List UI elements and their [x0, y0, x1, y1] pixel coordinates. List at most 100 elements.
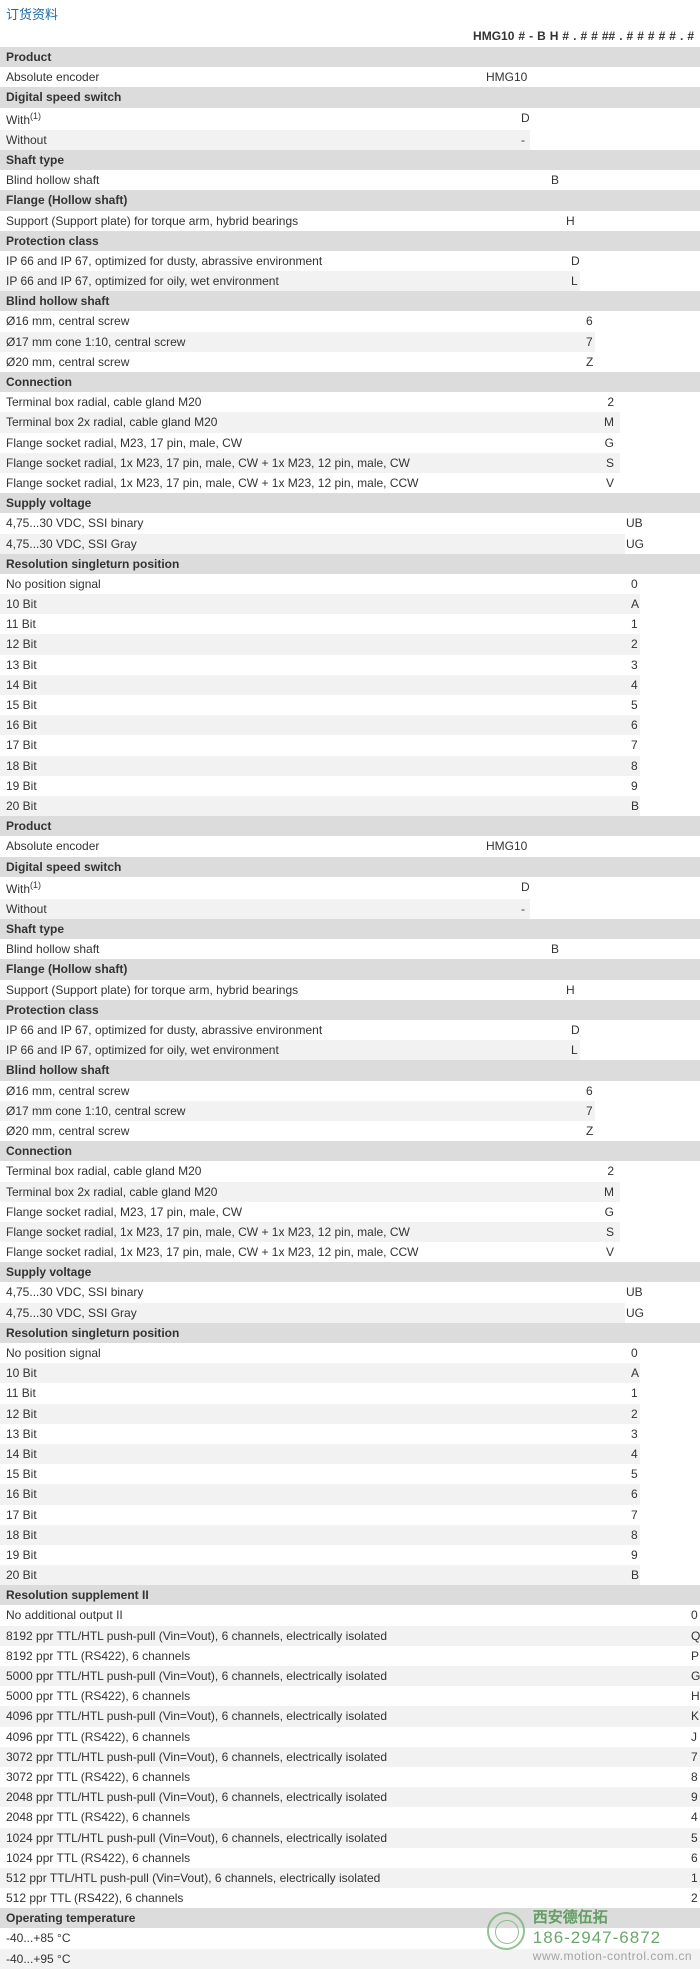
option-row: Support (Support plate) for torque arm, …	[0, 211, 700, 231]
section-header-label: Flange (Hollow shaft)	[0, 959, 700, 979]
section-header: Flange (Hollow shaft)	[0, 959, 700, 979]
filler-cell	[530, 130, 700, 150]
option-label: Absolute encoder	[0, 67, 480, 87]
filler-cell	[565, 211, 700, 231]
option-code: 9	[625, 776, 640, 796]
filler-cell	[580, 271, 700, 291]
filler-cell	[640, 1525, 700, 1545]
code-token: .	[680, 29, 683, 43]
code-token: #	[659, 29, 666, 43]
code-token: #	[687, 29, 694, 43]
option-label: IP 66 and IP 67, optimized for oily, wet…	[0, 271, 565, 291]
filler-cell	[640, 614, 700, 634]
code-token: ##	[602, 29, 615, 43]
section-header-label: Blind hollow shaft	[0, 291, 700, 311]
option-row: 8192 ppr TTL (RS422), 6 channelsP	[0, 1646, 700, 1666]
option-code: Q	[685, 1626, 700, 1646]
option-row: 11 Bit1	[0, 614, 700, 634]
watermark-phone: 186-2947-6872	[533, 1927, 692, 1949]
option-row: 512 ppr TTL/HTL push-pull (Vin=Vout), 6 …	[0, 1868, 700, 1888]
option-code: G	[595, 433, 620, 453]
option-row: Flange socket radial, 1x M23, 17 pin, ma…	[0, 453, 700, 473]
option-row: 12 Bit2	[0, 634, 700, 654]
option-code: D	[565, 1020, 580, 1040]
watermark-company: 西安德伍拓	[533, 1908, 692, 1928]
section-header: Resolution singleturn position	[0, 1323, 700, 1343]
section-header: Resolution singleturn position	[0, 554, 700, 574]
option-row: 5000 ppr TTL/HTL push-pull (Vin=Vout), 6…	[0, 1666, 700, 1686]
option-label: 14 Bit	[0, 1444, 625, 1464]
option-row: No position signal0	[0, 574, 700, 594]
option-label: 16 Bit	[0, 1484, 625, 1504]
section-header-label: Resolution singleturn position	[0, 554, 700, 574]
option-code: 7	[580, 1101, 595, 1121]
option-code: HMG10	[480, 836, 510, 856]
option-code: L	[565, 1040, 580, 1060]
option-label: No additional output II	[0, 1605, 685, 1625]
section-header-label: Connection	[0, 372, 700, 392]
watermark-logo-icon	[487, 1912, 525, 1950]
filler-cell	[620, 433, 700, 453]
option-code: -	[515, 899, 530, 919]
option-label: Terminal box radial, cable gland M20	[0, 392, 595, 412]
option-code: 3	[625, 1424, 640, 1444]
option-label: With(1)	[0, 108, 515, 130]
option-label: 3072 ppr TTL/HTL push-pull (Vin=Vout), 6…	[0, 1747, 685, 1767]
option-code: B	[625, 1565, 640, 1585]
filler-cell	[640, 574, 700, 594]
option-row: Without-	[0, 899, 700, 919]
option-code: 6	[685, 1848, 700, 1868]
option-code: V	[595, 473, 620, 493]
option-label: Ø17 mm cone 1:10, central screw	[0, 1101, 580, 1121]
filler-cell	[595, 311, 700, 331]
filler-cell	[595, 352, 700, 372]
filler-cell	[620, 1161, 700, 1181]
option-label: 11 Bit	[0, 614, 625, 634]
code-token: B	[537, 29, 546, 43]
option-row: 512 ppr TTL (RS422), 6 channels2	[0, 1888, 700, 1908]
option-label: 19 Bit	[0, 776, 625, 796]
option-code: 8	[625, 756, 640, 776]
option-label: 4096 ppr TTL/HTL push-pull (Vin=Vout), 6…	[0, 1706, 685, 1726]
option-row: Ø16 mm, central screw6	[0, 1081, 700, 1101]
section-header-label: Supply voltage	[0, 1262, 700, 1282]
option-row: 10 BitA	[0, 594, 700, 614]
order-table-container: ProductAbsolute encoderHMG10Digital spee…	[0, 47, 700, 1969]
option-label: 4,75...30 VDC, SSI binary	[0, 1282, 620, 1302]
filler-cell	[640, 1505, 700, 1525]
option-row: 10 BitA	[0, 1363, 700, 1383]
option-label: Ø16 mm, central screw	[0, 311, 580, 331]
section-header-label: Connection	[0, 1141, 700, 1161]
option-row: Terminal box radial, cable gland M202	[0, 1161, 700, 1181]
option-label: IP 66 and IP 67, optimized for oily, wet…	[0, 1040, 565, 1060]
option-code: -	[515, 130, 530, 150]
option-code: 8	[625, 1525, 640, 1545]
option-label: 8192 ppr TTL (RS422), 6 channels	[0, 1646, 685, 1666]
option-code: 2	[625, 634, 640, 654]
option-code: 6	[580, 311, 595, 331]
section-header: Resolution supplement II	[0, 1585, 700, 1605]
option-label: No position signal	[0, 574, 625, 594]
option-row: 14 Bit4	[0, 1444, 700, 1464]
filler-cell	[640, 735, 700, 755]
option-label: Ø20 mm, central screw	[0, 1121, 580, 1141]
section-header-label: Product	[0, 47, 700, 67]
option-label: 4096 ppr TTL (RS422), 6 channels	[0, 1727, 685, 1747]
option-row: Absolute encoderHMG10	[0, 67, 700, 87]
option-label: Without	[0, 899, 515, 919]
option-code: 9	[625, 1545, 640, 1565]
option-row: Terminal box 2x radial, cable gland M20M	[0, 1182, 700, 1202]
filler-cell	[640, 695, 700, 715]
option-row: 18 Bit8	[0, 756, 700, 776]
section-header-label: Digital speed switch	[0, 857, 700, 877]
option-row: IP 66 and IP 67, optimized for oily, wet…	[0, 1040, 700, 1060]
filler-cell	[580, 1020, 700, 1040]
option-code: D	[565, 251, 580, 271]
option-label: Absolute encoder	[0, 836, 480, 856]
section-header-label: Protection class	[0, 1000, 700, 1020]
option-code: 1	[625, 614, 640, 634]
option-code: 0	[685, 1605, 700, 1625]
option-row: Blind hollow shaftB	[0, 939, 700, 959]
option-row: 4096 ppr TTL (RS422), 6 channelsJ	[0, 1727, 700, 1747]
filler-cell	[580, 251, 700, 271]
